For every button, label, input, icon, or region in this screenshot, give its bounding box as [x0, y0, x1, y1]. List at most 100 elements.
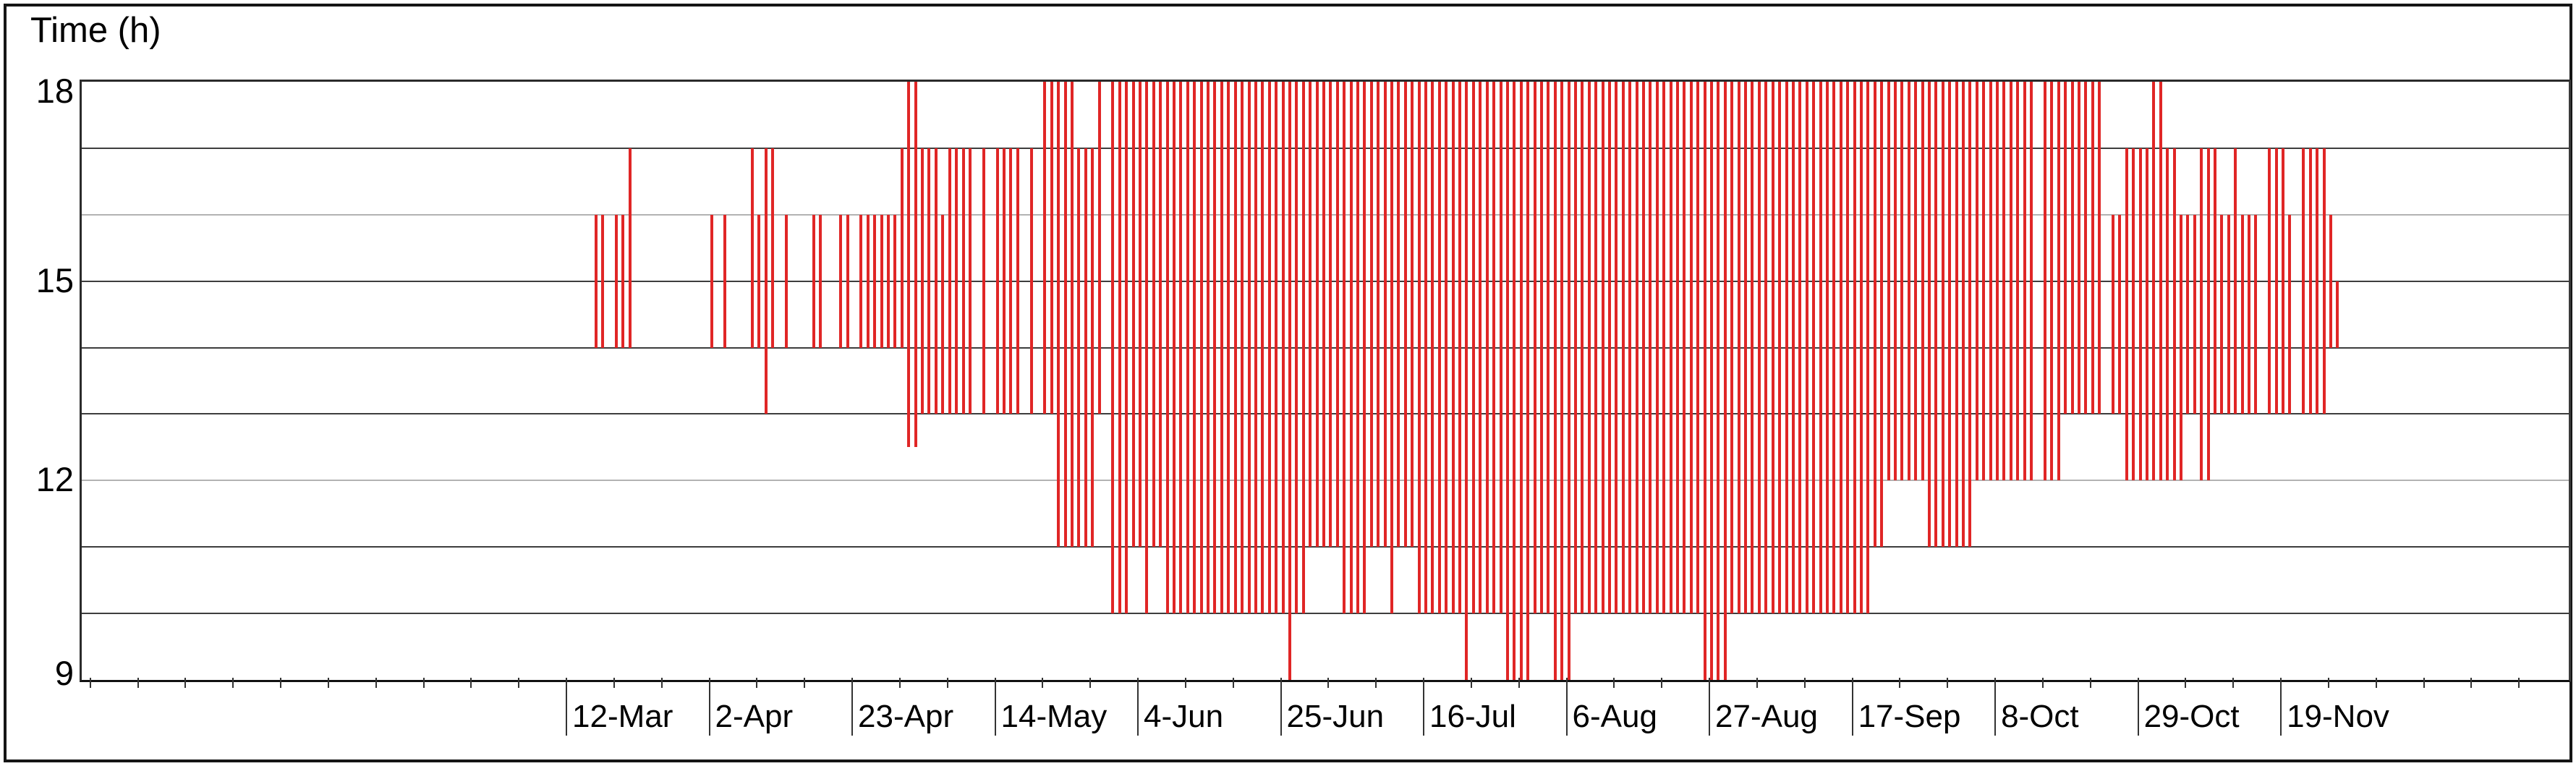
data-bar	[614, 214, 618, 348]
data-bar	[1118, 82, 1121, 614]
y-tick-label-15: 15	[35, 260, 74, 299]
x-minor-tick	[2232, 678, 2235, 688]
data-bar	[1139, 82, 1142, 548]
data-bar	[2016, 82, 2020, 481]
data-bar	[819, 214, 822, 348]
data-bar	[1247, 82, 1251, 614]
x-minor-tick	[1518, 678, 1520, 688]
data-bar	[1009, 148, 1013, 414]
data-bar	[2254, 214, 2258, 414]
x-tick-label-17-Sep: 17-Sep	[1858, 699, 1961, 734]
data-bar	[2329, 214, 2332, 348]
x-tick-label-6-Aug: 6-Aug	[1572, 699, 1657, 734]
data-bar	[1710, 82, 1714, 680]
data-bar	[2268, 148, 2271, 414]
data-bar	[1301, 82, 1305, 614]
data-bar	[995, 148, 999, 414]
data-bar	[1465, 82, 1468, 680]
data-bar	[2336, 281, 2339, 348]
y-tick-label-9: 9	[54, 654, 74, 692]
data-bar	[594, 214, 598, 348]
data-bar	[2030, 82, 2033, 481]
data-bar	[1859, 82, 1863, 614]
data-bar	[2077, 82, 2080, 414]
x-tick-label-29-Oct: 29-Oct	[2143, 699, 2240, 734]
data-bar	[2288, 214, 2292, 414]
x-minor-tick	[375, 678, 377, 688]
chart-outer-border	[4, 4, 2572, 762]
data-bar	[1757, 82, 1761, 614]
x-minor-tick	[184, 678, 187, 688]
x-tick-label-25-Jun: 25-Jun	[1286, 699, 1385, 734]
x-minor-tick	[1327, 678, 1330, 688]
data-bar	[1607, 82, 1611, 614]
x-minor-tick	[2423, 678, 2425, 688]
data-bar	[1996, 82, 1999, 481]
x-major-tick-4-Jun	[1137, 678, 1139, 736]
data-bar	[2220, 214, 2224, 414]
data-bar	[1315, 82, 1319, 548]
data-bar	[1363, 82, 1366, 614]
data-bar	[1676, 82, 1680, 614]
x-tick-label-2-Apr: 2-Apr	[715, 699, 794, 734]
data-bar	[2159, 82, 2162, 481]
data-bar	[1029, 148, 1033, 414]
data-bar	[1070, 82, 1074, 548]
y-tick-label-12: 12	[35, 460, 74, 499]
data-bar	[1390, 82, 1394, 614]
data-bar	[1233, 82, 1237, 614]
data-bar	[2152, 82, 2156, 481]
data-bar	[1275, 82, 1278, 614]
x-minor-tick	[756, 678, 758, 688]
y-gridline-12	[82, 480, 2569, 482]
x-minor-tick	[1375, 678, 1377, 688]
data-bar	[1900, 82, 1904, 481]
data-bar	[1819, 82, 1822, 614]
x-minor-tick	[660, 678, 663, 688]
data-bar	[1873, 82, 1876, 548]
data-bar	[2206, 148, 2210, 481]
x-minor-tick	[89, 678, 91, 688]
x-minor-tick	[518, 678, 520, 688]
x-major-tick-27-Aug	[1709, 678, 1711, 736]
x-minor-tick	[422, 678, 425, 688]
x-minor-tick	[1184, 678, 1186, 688]
data-bar	[1335, 82, 1339, 548]
data-bar	[1505, 82, 1509, 680]
data-bar	[1581, 82, 1584, 614]
data-bar	[1628, 82, 1632, 614]
data-bar	[2057, 82, 2060, 481]
data-bar	[1696, 82, 1700, 614]
data-bar	[1227, 82, 1230, 614]
data-bar	[1125, 82, 1128, 614]
x-minor-tick	[804, 678, 806, 688]
data-bar	[2091, 82, 2094, 414]
data-bar	[1832, 82, 1836, 614]
data-bar	[2234, 148, 2237, 414]
data-bar	[1853, 82, 1856, 614]
data-bar	[2138, 148, 2142, 481]
x-minor-tick	[2089, 678, 2091, 688]
data-bar	[1002, 148, 1006, 414]
data-bar	[1621, 82, 1625, 614]
data-bar	[1063, 82, 1067, 548]
data-bar	[1403, 82, 1407, 548]
data-bar	[1165, 82, 1169, 614]
x-minor-tick	[2470, 678, 2473, 688]
data-bar	[2070, 82, 2074, 414]
data-bar	[1077, 148, 1081, 548]
x-minor-tick	[2185, 678, 2187, 688]
data-bar	[757, 214, 761, 348]
data-bar	[2200, 148, 2203, 481]
x-minor-tick	[1899, 678, 1901, 688]
y-gridline-11	[82, 546, 2569, 548]
data-bar	[1431, 82, 1434, 614]
x-minor-tick	[613, 678, 615, 688]
y-axis-title: Time (h)	[30, 11, 161, 50]
data-bar	[1717, 82, 1720, 680]
data-bar	[1173, 82, 1176, 614]
data-bar	[2274, 148, 2278, 414]
data-bar	[1159, 82, 1162, 548]
data-bar	[1445, 82, 1448, 614]
